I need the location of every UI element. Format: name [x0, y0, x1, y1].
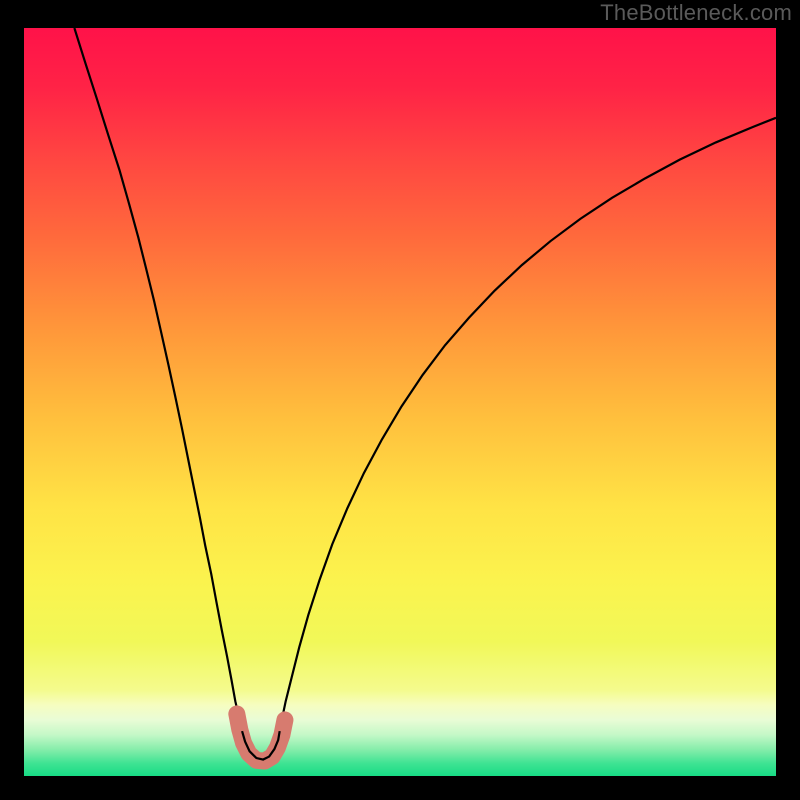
bottleneck-chart: [24, 28, 776, 776]
chart-background: [24, 28, 776, 776]
watermark-label: TheBottleneck.com: [600, 0, 792, 26]
chart-frame: TheBottleneck.com: [0, 0, 800, 800]
plot-area: [24, 28, 776, 776]
